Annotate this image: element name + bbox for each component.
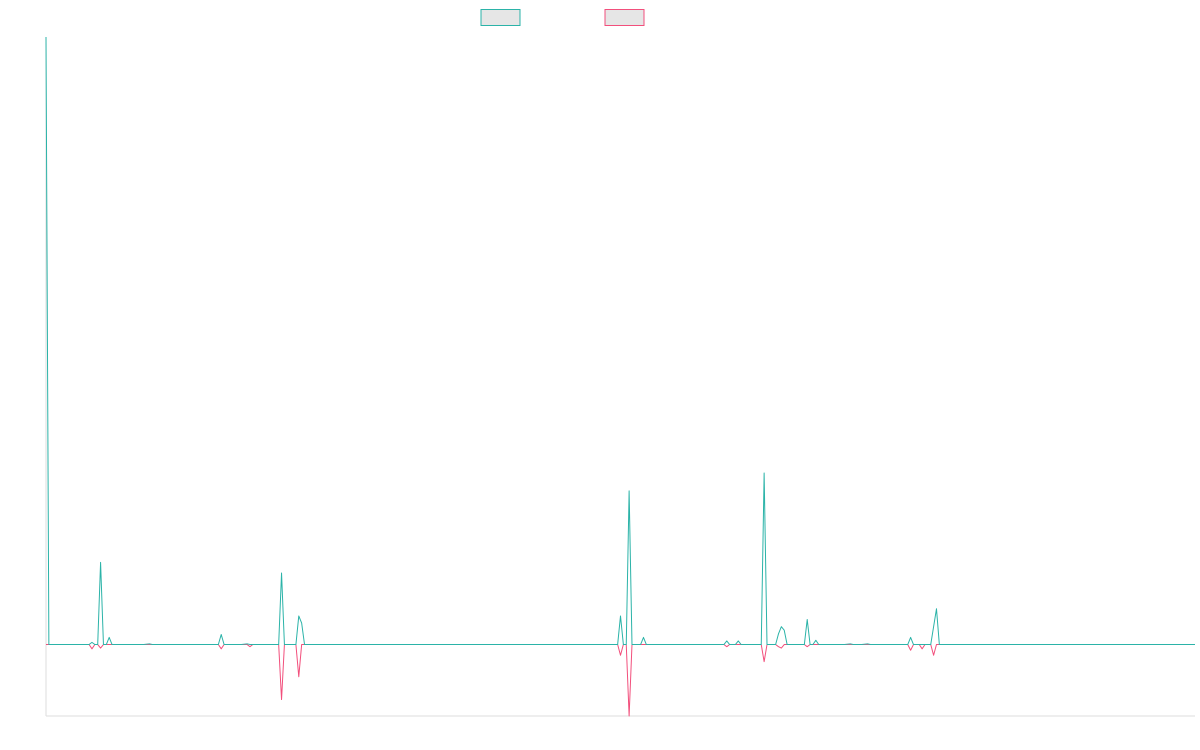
series-line-2: [46, 644, 1195, 717]
series-line-1: [45, 36, 1195, 646]
legend-swatch-1: [480, 9, 521, 26]
legend-swatch-2: [604, 9, 645, 26]
